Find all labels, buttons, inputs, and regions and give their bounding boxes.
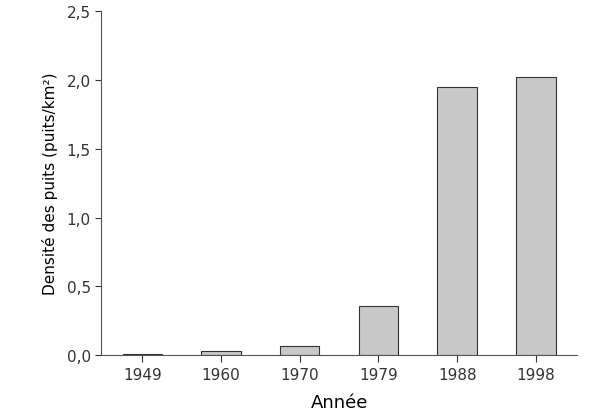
Bar <box>123 354 162 355</box>
Bar <box>437 88 477 355</box>
Bar <box>359 306 398 355</box>
X-axis label: Année: Année <box>311 393 368 411</box>
Y-axis label: Densité des puits (puits/km²): Densité des puits (puits/km²) <box>42 73 58 295</box>
Bar <box>202 351 241 355</box>
Bar <box>516 78 556 355</box>
Bar <box>280 346 320 355</box>
